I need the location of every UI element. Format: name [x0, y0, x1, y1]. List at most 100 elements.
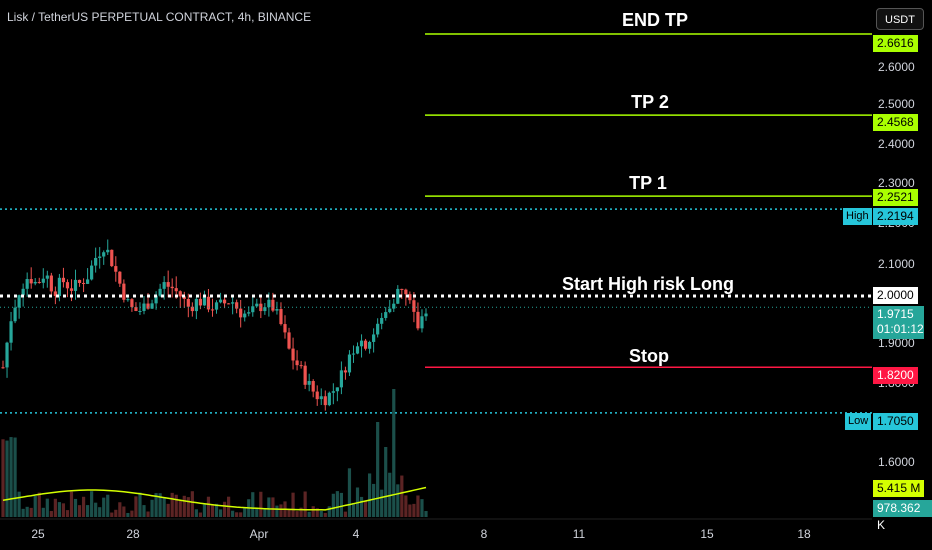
candle-body: [331, 391, 335, 393]
volume-bar: [239, 512, 243, 517]
volume-bar: [331, 493, 335, 517]
volume-bar: [335, 491, 339, 517]
volume-bar: [267, 497, 271, 517]
volume-bar: [396, 484, 400, 517]
candle-body: [363, 340, 368, 349]
volume-bar: [13, 437, 17, 517]
volume-ma-label: 5.415 M: [873, 480, 925, 497]
current-price-label: 1.9715 01:01:12: [873, 306, 924, 339]
volume-bar: [5, 440, 9, 517]
candle-body: [263, 307, 267, 312]
candle-body: [190, 306, 194, 312]
volume-bar: [130, 510, 134, 517]
volume-bar: [33, 495, 37, 517]
candle-body: [122, 283, 126, 300]
tp2-annotation[interactable]: TP 2: [631, 92, 669, 112]
volume-bar: [29, 507, 33, 517]
volume-bar: [102, 497, 106, 517]
candle-body: [110, 249, 114, 267]
volume-bar: [69, 491, 74, 517]
volume-bar: [279, 504, 283, 517]
high-tag: High: [843, 208, 872, 225]
volume-bar: [182, 495, 186, 517]
volume-ma-line: [2, 486, 427, 511]
candle-body: [182, 296, 186, 299]
volume-bar: [94, 502, 98, 517]
volume-bars: [1, 389, 428, 517]
candle-body: [235, 302, 239, 309]
candle-body: [25, 279, 29, 289]
candle-body: [126, 299, 130, 301]
candle-body: [287, 332, 291, 349]
volume-bar: [118, 502, 122, 517]
volume-bar: [315, 508, 319, 517]
candle-body: [275, 309, 279, 311]
price-tick: 1.9000: [878, 336, 915, 350]
candle-body: [69, 288, 74, 291]
candle-body: [247, 312, 251, 314]
candle-body: [57, 277, 61, 297]
candle-body: [154, 295, 158, 304]
candle-body: [279, 309, 283, 325]
candle-body: [307, 381, 311, 385]
candle-body: [299, 365, 303, 367]
candle-body: [376, 323, 380, 335]
volume-bar: [41, 507, 45, 517]
candle-body: [45, 275, 49, 279]
volume-bar: [420, 499, 424, 517]
currency-button[interactable]: USDT: [876, 8, 924, 30]
candle-body: [21, 288, 25, 296]
candle-body: [335, 387, 339, 392]
volume-bar: [178, 500, 182, 517]
candle-body: [41, 278, 45, 283]
volume-bar: [126, 512, 130, 517]
volume-bar: [311, 506, 315, 517]
candle-body: [106, 249, 110, 253]
stop-annotation[interactable]: Stop: [629, 346, 669, 366]
volume-bar: [303, 491, 307, 517]
volume-bar: [166, 503, 170, 517]
volume-bar: [25, 506, 29, 517]
low-price-label: 1.7050: [873, 413, 918, 430]
candle-body: [162, 282, 166, 289]
volume-bar: [404, 495, 408, 517]
candle-body: [90, 265, 94, 280]
candle-body: [359, 340, 364, 347]
volume-bar: [214, 503, 219, 517]
candle-body: [243, 313, 247, 318]
end-tp-annotation[interactable]: END TP: [621, 10, 689, 30]
candle-body: [102, 252, 106, 257]
candle-body: [53, 291, 57, 297]
volume-bar: [198, 512, 202, 517]
candle-body: [174, 288, 178, 292]
volume-bar: [17, 491, 21, 517]
candle-body: [255, 303, 259, 307]
candle-body: [138, 311, 142, 313]
candle-body: [384, 312, 388, 318]
volume-bar: [134, 496, 138, 517]
volume-bar: [49, 511, 53, 517]
time-tick: 25: [31, 527, 45, 541]
price-tick: 2.3000: [878, 176, 915, 190]
tp1-annotation[interactable]: TP 1: [629, 173, 667, 193]
candle-body: [158, 288, 162, 296]
volume-bar: [45, 498, 49, 517]
volume-bar: [73, 498, 78, 517]
volume-bar: [110, 512, 114, 517]
candle-body: [251, 306, 255, 313]
time-tick: 8: [480, 527, 488, 541]
volume-bar: [162, 498, 166, 517]
time-tick: 15: [700, 527, 714, 541]
volume-bar: [343, 511, 348, 517]
volume-bar: [400, 475, 404, 517]
volume-bar: [190, 491, 194, 517]
volume-bar: [408, 504, 412, 517]
entry-annotation[interactable]: Start High risk Long: [561, 274, 735, 294]
tp1-price-label: 2.2521: [873, 189, 918, 206]
candle-body: [94, 257, 98, 266]
volume-bar: [158, 493, 162, 517]
price-tick: 1.6000: [878, 455, 915, 469]
time-tick: Apr: [249, 527, 269, 541]
volume-bar: [251, 492, 255, 517]
